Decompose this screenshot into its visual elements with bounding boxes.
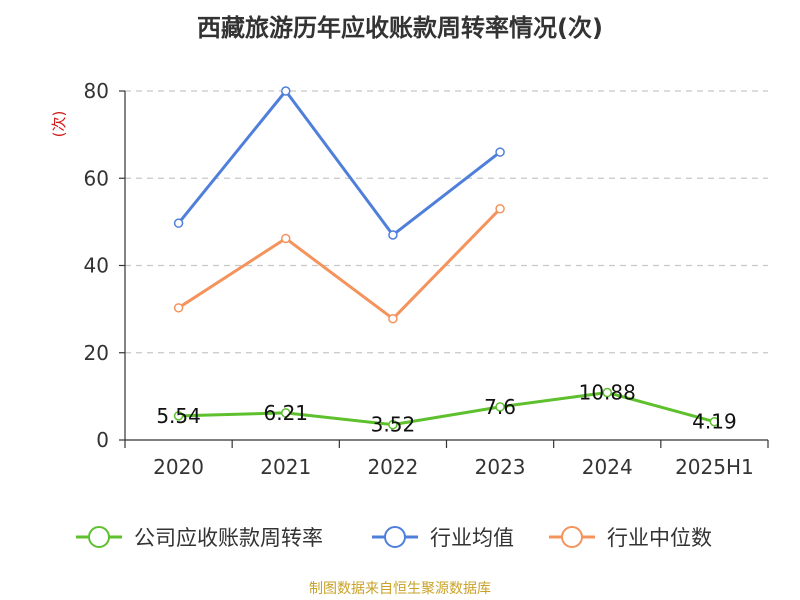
legend-label: 行业均值	[430, 526, 514, 550]
data-point	[495, 402, 505, 412]
y-axis-unit-label: (次)	[50, 111, 68, 138]
y-tick-label: 40	[84, 254, 109, 278]
legend-label: 公司应收账款周转率	[134, 526, 323, 550]
data-label: 6.21	[263, 401, 308, 425]
data-point	[281, 408, 291, 418]
y-tick-label: 20	[84, 341, 109, 365]
x-tick-label: 2022	[367, 455, 418, 479]
data-label: 7.6	[484, 395, 516, 419]
data-point	[602, 387, 612, 398]
legend-marker	[561, 526, 583, 548]
data-point	[281, 233, 291, 244]
gridlines	[125, 90, 768, 354]
data-point	[388, 313, 398, 324]
data-point	[495, 204, 505, 214]
data-point	[281, 86, 291, 96]
legend: 公司应收账款周转率 行业均值 行业中位数	[76, 526, 712, 550]
data-source-note: 制图数据来自恒生聚源数据库	[309, 581, 491, 597]
x-tick-label: 2021	[260, 455, 311, 479]
data-label: 5.54	[156, 404, 201, 428]
series	[173, 86, 720, 430]
series-line-1	[177, 89, 502, 237]
legend-marker	[88, 526, 110, 548]
data-point	[173, 303, 184, 313]
data-label: 3.52	[371, 413, 416, 437]
data-label: 10.88	[579, 381, 636, 405]
data-point	[388, 419, 398, 430]
y-tick-label: 80	[84, 79, 109, 103]
legend-marker	[384, 526, 406, 548]
data-point	[173, 411, 184, 421]
y-tick-label: 60	[84, 166, 109, 190]
chart-title: 西藏旅游历年应收账款周转率情况(次)	[197, 14, 603, 42]
x-tick-label: 2020	[153, 455, 204, 479]
data-labels: 5.54 6.21 3.52 7.6 10.88 4.19	[156, 381, 736, 437]
data-point	[495, 147, 505, 157]
y-tick-label: 0	[96, 428, 109, 452]
axes: 0 20 40 60 80 2020 2021 2022 2023 2024 2025H1	[84, 79, 769, 479]
data-label: 4.19	[692, 410, 737, 434]
series-line-0	[178, 391, 715, 427]
data-point	[709, 416, 720, 427]
legend-label: 行业中位数	[607, 526, 712, 550]
x-tick-label: 2023	[475, 455, 526, 479]
data-point	[388, 230, 398, 240]
x-tick-label: 2024	[582, 455, 633, 479]
data-point	[173, 218, 184, 228]
series-line-2	[177, 207, 502, 321]
x-tick-label: 2025H1	[675, 455, 754, 479]
